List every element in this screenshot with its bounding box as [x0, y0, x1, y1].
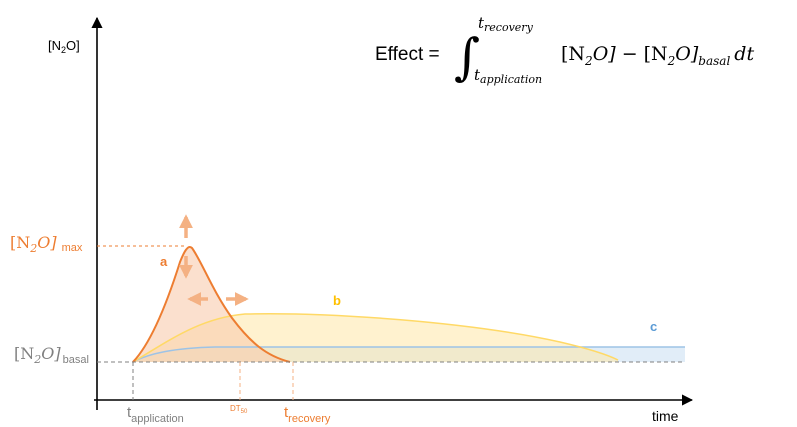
- x-axis-label: time: [652, 408, 679, 424]
- max-level-label: [N2O] max: [10, 233, 83, 255]
- curve-b-label: b: [333, 293, 341, 308]
- formula-upper-limit: trecovery: [478, 14, 534, 34]
- basal-level-label: [N2O] basal: [14, 344, 89, 366]
- dt50-label: DT50: [230, 404, 248, 415]
- curve-a-area: [133, 246, 290, 362]
- t-recovery-label: trecovery: [284, 404, 331, 425]
- t-application-label: tapplication: [127, 404, 184, 425]
- curve-b-line: [132, 313, 619, 363]
- integral-sign: ∫: [454, 28, 480, 86]
- curve-c-label: c: [650, 319, 657, 334]
- curve-a-line: [132, 246, 291, 363]
- formula-integrand: [N2O] − [N2O]basal dt: [561, 43, 754, 68]
- y-axis-label: [N2O]: [48, 38, 80, 55]
- curve-a-label: a: [160, 254, 168, 269]
- formula-lower-limit: tapplication: [474, 66, 542, 86]
- formula-lhs: Effect =: [375, 44, 440, 65]
